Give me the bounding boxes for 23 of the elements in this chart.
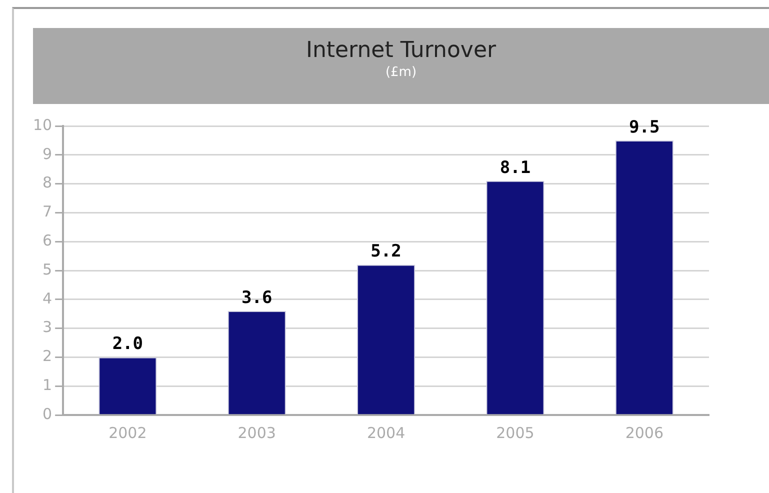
data-label: 5.2: [370, 242, 402, 262]
y-tick-label: 10: [32, 116, 52, 134]
y-tick-label: 6: [42, 231, 52, 250]
x-tick-label: 2005: [496, 424, 534, 442]
chart-subtitle: (£m): [384, 65, 418, 80]
y-tick-label: 0: [42, 404, 52, 423]
data-label: 9.5: [629, 117, 660, 138]
y-tick-label: 8: [42, 174, 52, 192]
y-tick-label: 2: [42, 347, 52, 366]
x-tick-label: 2004: [366, 424, 406, 442]
y-tick-label: 5: [42, 260, 52, 278]
y-tick-label: 1: [42, 376, 52, 394]
x-tick-label: 2003: [238, 424, 276, 442]
x-tick-label: 2006: [625, 424, 664, 442]
y-tick-label: 7: [42, 202, 52, 221]
chart-title: Internet Turnover: [304, 38, 498, 63]
data-label: 8.1: [500, 158, 531, 178]
x-tick-label: 2002: [108, 424, 147, 442]
y-tick-label: 4: [42, 289, 52, 308]
y-tick-label: 9: [42, 144, 52, 163]
y-tick-label: 3: [42, 318, 52, 336]
data-label: 2.0: [112, 334, 144, 354]
data-label: 3.6: [242, 288, 272, 308]
